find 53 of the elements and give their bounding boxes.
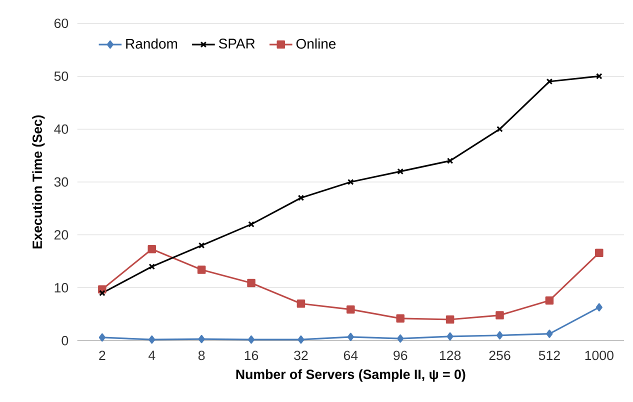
- point: [397, 168, 404, 175]
- y-tick-label: 50: [54, 72, 68, 81]
- point: [98, 333, 106, 342]
- point: [296, 299, 306, 308]
- point: [148, 245, 156, 254]
- x-tick-label: 4: [148, 350, 156, 360]
- y-tick-label: 10: [54, 283, 68, 292]
- x-tick-label: 2: [99, 350, 106, 360]
- x-tick-label: 1000: [585, 350, 614, 360]
- point: [298, 194, 304, 202]
- point: [198, 242, 205, 249]
- point: [546, 78, 553, 85]
- point: [496, 126, 503, 132]
- point: [397, 334, 404, 343]
- point: [347, 332, 354, 342]
- point: [545, 296, 554, 305]
- point: [346, 305, 355, 314]
- x-tick-label: 32: [294, 350, 308, 360]
- point: [496, 311, 504, 320]
- x-tick-label: 256: [489, 350, 510, 360]
- point: [248, 335, 255, 344]
- y-tick-label: 60: [54, 18, 68, 28]
- x-tick-label: 64: [344, 350, 358, 360]
- legend-label: Random: [126, 38, 178, 49]
- point: [546, 330, 553, 338]
- x-tick-label: 512: [538, 350, 560, 360]
- y-tick-label: 30: [54, 177, 68, 187]
- legend-label: Online: [296, 38, 336, 49]
- legend-label: SPAR: [218, 38, 255, 49]
- point: [148, 263, 156, 270]
- point: [198, 334, 205, 344]
- point: [197, 266, 206, 274]
- y-tick-label: 20: [54, 230, 68, 240]
- point: [396, 314, 404, 323]
- y-tick-label: 40: [54, 124, 68, 134]
- point: [446, 332, 454, 341]
- point: [446, 158, 454, 164]
- point: [298, 335, 304, 344]
- point: [248, 221, 254, 228]
- point: [595, 248, 604, 257]
- x-tick-label: 128: [440, 350, 461, 360]
- x-tick-label: 96: [394, 350, 408, 360]
- point: [596, 303, 602, 312]
- y-tick-label: 0: [62, 336, 68, 346]
- point: [148, 335, 156, 344]
- y-axis-title: Execution Time (Sec): [32, 115, 45, 248]
- x-tick-label: 16: [244, 350, 258, 360]
- point: [446, 315, 454, 324]
- point: [496, 331, 504, 340]
- point: [247, 278, 256, 288]
- x-axis-title: Number of Servers (Sample II, ψ = 0): [236, 369, 466, 382]
- point: [348, 178, 354, 186]
- x-tick-label: 8: [198, 350, 205, 360]
